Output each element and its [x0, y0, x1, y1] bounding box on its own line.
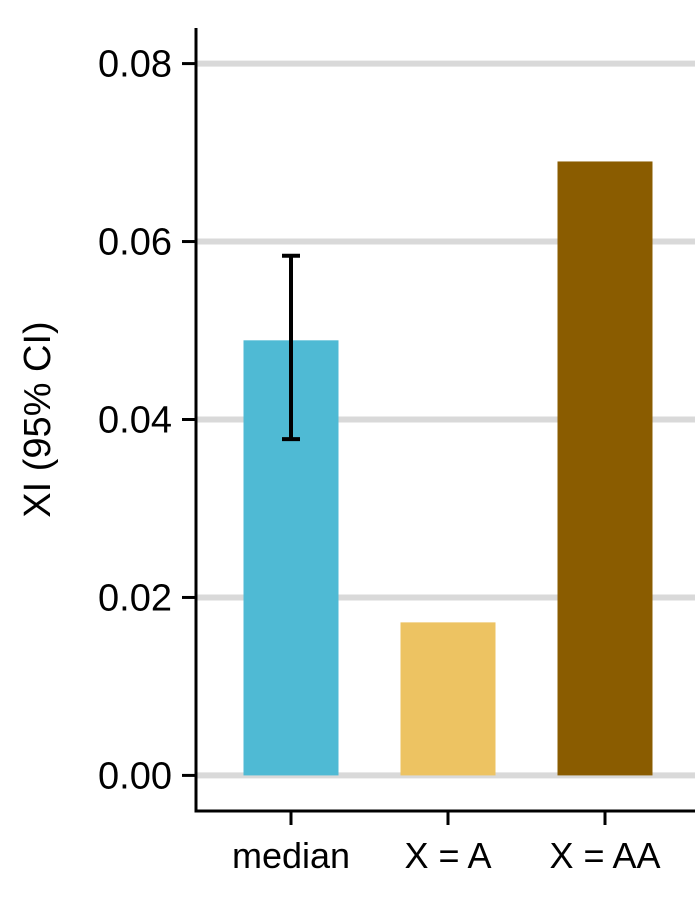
error-bars [282, 253, 300, 442]
y-tick-label-0: 0.00 [98, 755, 172, 797]
x-tick-label-2: X = AA [549, 835, 660, 876]
y-axis-title: XI (95% CI) [17, 321, 59, 517]
y-tick-label-3: 0.06 [98, 222, 172, 264]
y-ticks: 0.00 0.02 0.04 0.06 0.08 [98, 44, 196, 797]
x-ticks: median X = A X = AA [232, 811, 661, 876]
bar-1 [400, 622, 496, 776]
error-bar-0 [282, 253, 300, 442]
y-tick-label-2: 0.04 [98, 400, 172, 442]
bar-2 [557, 161, 653, 776]
bars [243, 161, 653, 776]
x-tick-label-0: median [232, 835, 350, 876]
x-tick-label-1: X = A [404, 835, 491, 876]
y-tick-label-4: 0.08 [98, 44, 172, 86]
y-tick-label-1: 0.02 [98, 577, 172, 619]
